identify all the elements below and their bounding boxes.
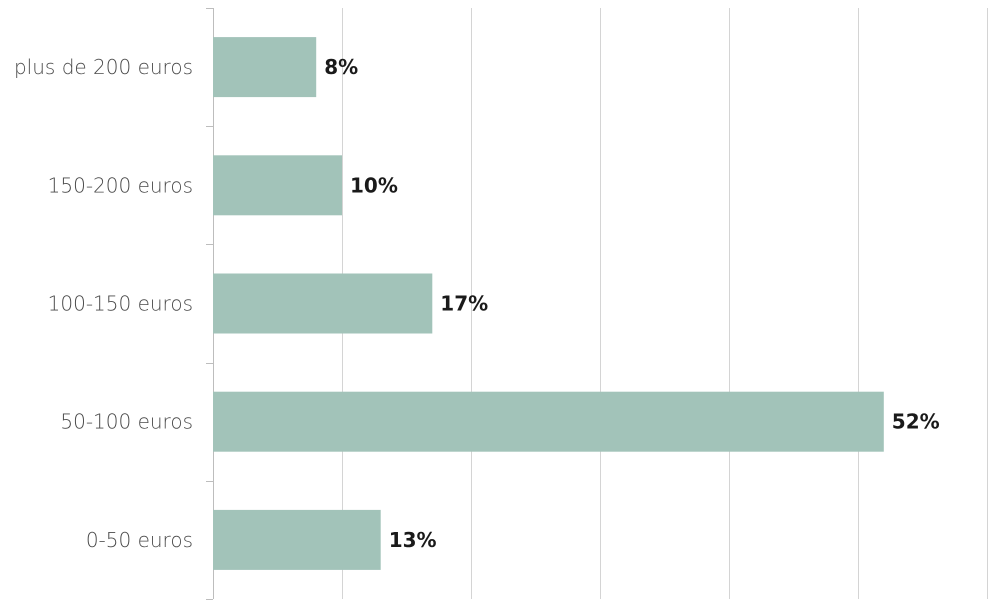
bar-2 [213,155,342,216]
value-labels: 8% 10% 17% 52% 13% [324,55,939,552]
category-label-3: 100-150 euros [48,292,193,316]
category-axis [206,8,214,600]
category-label-2: 150-200 euros [48,173,193,197]
value-label-4: 52% [892,410,940,434]
category-labels: plus de 200 euros 150-200 euros 100-150 eu… [14,55,193,552]
category-label-5: 0-50 euros [86,528,193,552]
value-label-2: 10% [350,173,398,197]
category-label-4: 50-100 euros [60,410,193,434]
bars [213,37,884,570]
bar-4 [213,391,884,452]
bar-3 [213,273,433,334]
value-label-5: 13% [389,528,437,552]
gridlines [342,8,988,599]
bar-1 [213,37,317,98]
bar-5 [213,509,381,570]
category-label-1: plus de 200 euros [14,55,193,79]
value-label-3: 17% [440,292,488,316]
value-label-1: 8% [324,55,358,79]
